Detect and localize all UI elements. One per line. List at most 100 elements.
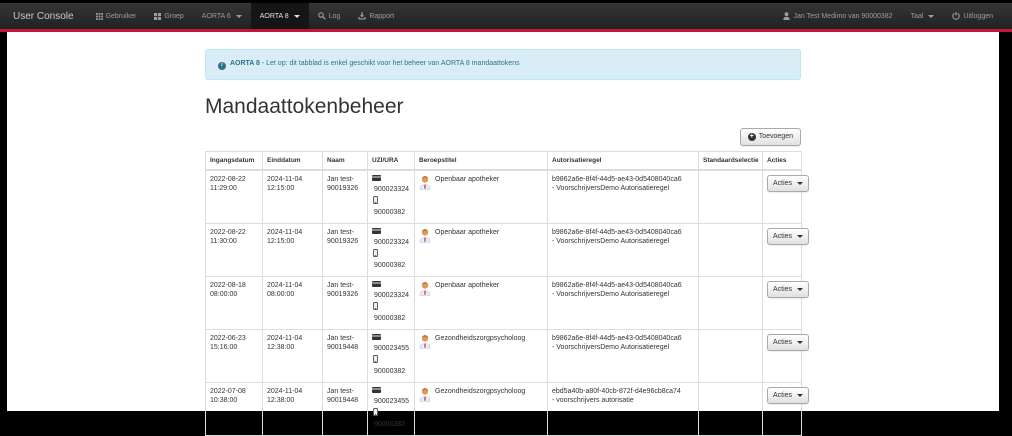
acties-button-label: Acties (773, 232, 793, 240)
search-icon (317, 12, 326, 20)
nav-item-account[interactable]: Jan Test Medimo van 90000382 (774, 3, 901, 29)
ura-number: 90000382 (374, 314, 406, 322)
uzi-number: 900023324 (374, 291, 410, 299)
cell-autorisatieregel: b9862a6e-8f4f-44d5-ae43-0d5408040ca6 - V… (547, 275, 699, 330)
uzi-number: 900023324 (374, 238, 410, 246)
nav-label: Log (328, 12, 341, 20)
nav-item-aorta6[interactable]: AORTA 6 (193, 3, 251, 29)
cell-acties: Acties (762, 169, 810, 224)
ura-phone-icon (373, 248, 410, 260)
chevron-down-icon (235, 14, 242, 18)
chevron-down-icon (797, 234, 804, 238)
autorisatieregel-naam: - voorschrijvers autorisatie (552, 396, 634, 404)
nav-item-taal[interactable]: Taal (902, 3, 944, 29)
download-icon (358, 12, 366, 20)
ura-number: 90000382 (374, 208, 406, 216)
mandaattoken-table: Ingangsdatum Einddatum Naam UZI/URA Bero… (205, 150, 810, 436)
beroepstitel-label: Openbaar apotheker (435, 228, 500, 236)
page-content: i AORTA 8 - Let op: dit tabblad is enkel… (7, 32, 999, 436)
chevron-down-icon (293, 14, 300, 18)
cell-acties: Acties (762, 222, 810, 277)
autorisatieregel-naam: - VoorschrijversDemo Autorisatieregel (552, 290, 670, 298)
uzi-card-icon (372, 227, 410, 237)
cell-uzi-ura: 900023324 90000382 (367, 275, 415, 330)
cell-naam: Jan test-90019326 (322, 275, 368, 330)
table-row: 2022-08-18 08:00:00 2024-11-04 08:00:00 … (205, 275, 810, 330)
cell-uzi-ura: 900023455 90000382 (367, 381, 415, 436)
info-alert: i AORTA 8 - Let op: dit tabblad is enkel… (205, 49, 801, 80)
ura-number: 90000382 (374, 367, 406, 375)
col-header-ingangsdatum: Ingangsdatum (205, 150, 263, 171)
cell-naam: Jan test-90019448 (322, 381, 368, 436)
table-row: 2022-08-22 11:30:00 2024-11-04 12:15:00 … (205, 222, 810, 277)
th-large-icon (154, 12, 162, 20)
nav-item-uitloggen[interactable]: Uitloggen (943, 3, 1002, 29)
cell-uzi-ura: 900023324 90000382 (367, 169, 415, 224)
add-button-label: Toevoegen (758, 133, 793, 140)
acties-dropdown-button[interactable]: Acties (767, 227, 810, 245)
cell-ingangsdatum: 2022-08-22 11:29:00 (205, 169, 263, 224)
acties-dropdown-button[interactable]: Acties (767, 280, 810, 298)
ura-phone-icon (373, 407, 410, 419)
acties-dropdown-button[interactable]: Acties (767, 174, 810, 192)
cell-beroepstitel: Gezondheidszorgpsycholoog (414, 381, 548, 436)
user-icon (783, 12, 791, 20)
chevron-down-icon (797, 181, 804, 185)
col-header-naam: Naam (322, 150, 368, 171)
cell-standaardselectie (698, 169, 763, 224)
nav-label: AORTA 8 (259, 12, 289, 20)
cell-ingangsdatum: 2022-06-23 15:16:00 (205, 328, 263, 383)
uzi-number: 900023324 (374, 185, 410, 193)
cell-einddatum: 2024-11-04 08:00:00 (262, 275, 323, 330)
alert-message: - Let op: dit tabblad is enkel geschikt … (261, 60, 520, 67)
cell-standaardselectie (698, 381, 763, 436)
acties-button-label: Acties (773, 285, 793, 293)
cell-beroepstitel: Openbaar apotheker (414, 275, 548, 330)
col-header-uzi-ura: UZI/URA (367, 150, 415, 171)
top-navbar: User Console Gebruiker Groep AORTA 6 AOR… (0, 3, 1012, 29)
uzi-number: 900023455 (374, 344, 410, 352)
acties-dropdown-button[interactable]: Acties (767, 386, 810, 404)
nav-item-gebruiker[interactable]: Gebruiker (87, 3, 146, 29)
cell-acties: Acties (762, 328, 810, 383)
cell-uzi-ura: 900023324 90000382 (367, 222, 415, 277)
autorisatieregel-id: b9862a6e-8f4f-44d5-ae43-0d5408040ca6 (552, 334, 682, 342)
table-header-row: Ingangsdatum Einddatum Naam UZI/URA Bero… (205, 150, 802, 171)
cell-ingangsdatum: 2022-08-18 08:00:00 (205, 275, 263, 330)
col-header-einddatum: Einddatum (262, 150, 323, 171)
autorisatieregel-id: b9862a6e-8f4f-44d5-ae43-0d5408040ca6 (552, 281, 682, 289)
col-header-acties: Acties (762, 150, 802, 171)
info-icon: i (218, 61, 226, 70)
power-icon (952, 12, 961, 20)
beroepstitel-label: Gezondheidszorgpsycholoog (435, 334, 526, 342)
chevron-down-icon (797, 340, 804, 344)
acties-dropdown-button[interactable]: Acties (767, 333, 810, 351)
nav-item-rapport[interactable]: Rapport (349, 3, 403, 29)
cell-acties: Acties (762, 381, 810, 436)
uzi-card-icon (372, 386, 410, 396)
app-brand[interactable]: User Console (13, 10, 74, 22)
navbar-right: Jan Test Medimo van 90000382 Taal Uitlog… (774, 3, 1012, 29)
nav-label: Taal (910, 12, 924, 20)
cell-einddatum: 2024-11-04 12:38:00 (262, 328, 323, 383)
beroepstitel-label: Openbaar apotheker (435, 175, 500, 183)
table-row: 2022-08-22 11:29:00 2024-11-04 12:15:00 … (205, 169, 810, 224)
person-avatar-icon (419, 228, 431, 246)
cell-standaardselectie (698, 275, 763, 330)
page-title: Mandaattokenbeheer (205, 94, 404, 118)
nav-label: Groep (164, 12, 184, 20)
nav-item-groep[interactable]: Groep (145, 3, 192, 29)
add-button[interactable]: + Toevoegen (739, 127, 801, 146)
nav-item-aorta8[interactable]: AORTA 8 (250, 3, 309, 29)
nav-label: Rapport (369, 12, 395, 20)
nav-item-log[interactable]: Log (309, 3, 350, 29)
acties-button-label: Acties (773, 391, 793, 399)
ura-number: 90000382 (374, 261, 406, 269)
cell-ingangsdatum: 2022-07-08 10:38:00 (205, 381, 263, 436)
beroepstitel-label: Gezondheidszorgpsycholoog (435, 387, 526, 395)
acties-button-label: Acties (773, 179, 793, 187)
autorisatieregel-id: ebd5a40b-a80f-40cb-872f-d4e96cb8ca74 (552, 387, 681, 395)
cell-beroepstitel: Openbaar apotheker (414, 169, 548, 224)
cell-autorisatieregel: ebd5a40b-a80f-40cb-872f-d4e96cb8ca74 - v… (547, 381, 699, 436)
uzi-card-icon (372, 280, 410, 290)
